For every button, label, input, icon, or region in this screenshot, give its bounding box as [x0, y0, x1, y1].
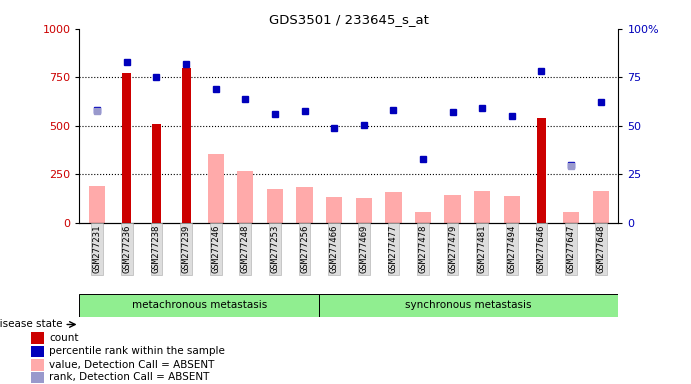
Text: GSM277466: GSM277466 — [330, 225, 339, 273]
Text: GSM277246: GSM277246 — [211, 225, 220, 273]
Text: GSM277481: GSM277481 — [477, 225, 486, 273]
Text: GSM277478: GSM277478 — [419, 225, 428, 273]
Bar — [326, 197, 342, 223]
Bar — [122, 73, 131, 223]
Bar — [30, 346, 44, 357]
Bar — [592, 191, 609, 223]
Text: GSM277238: GSM277238 — [152, 225, 161, 273]
Text: value, Detection Call = ABSENT: value, Detection Call = ABSENT — [50, 360, 215, 370]
Text: GSM277236: GSM277236 — [122, 225, 131, 273]
Bar — [89, 186, 105, 223]
Title: GDS3501 / 233645_s_at: GDS3501 / 233645_s_at — [269, 13, 429, 26]
Bar — [182, 68, 191, 223]
FancyBboxPatch shape — [319, 294, 618, 317]
Bar — [30, 359, 44, 371]
Text: GSM277239: GSM277239 — [182, 225, 191, 273]
Text: GSM277479: GSM277479 — [448, 225, 457, 273]
Text: GSM277248: GSM277248 — [240, 225, 250, 273]
Bar — [30, 332, 44, 344]
Bar — [237, 171, 254, 223]
Text: GSM277648: GSM277648 — [596, 225, 605, 273]
Text: GSM277231: GSM277231 — [93, 225, 102, 273]
Bar — [356, 199, 372, 223]
Text: synchronous metastasis: synchronous metastasis — [406, 300, 532, 310]
Text: GSM277647: GSM277647 — [567, 225, 576, 273]
Bar — [267, 189, 283, 223]
FancyBboxPatch shape — [79, 294, 319, 317]
Text: GSM277477: GSM277477 — [389, 225, 398, 273]
Text: GSM277256: GSM277256 — [300, 225, 309, 273]
Bar — [537, 118, 546, 223]
Bar — [415, 212, 431, 223]
Text: percentile rank within the sample: percentile rank within the sample — [50, 346, 225, 356]
Text: GSM277494: GSM277494 — [507, 225, 516, 273]
Bar — [504, 195, 520, 223]
Text: rank, Detection Call = ABSENT: rank, Detection Call = ABSENT — [50, 372, 210, 382]
Text: GSM277469: GSM277469 — [359, 225, 368, 273]
Bar — [385, 192, 401, 223]
Bar — [444, 195, 461, 223]
Text: GSM277253: GSM277253 — [270, 225, 279, 273]
Bar — [152, 124, 161, 223]
Text: GSM277646: GSM277646 — [537, 225, 546, 273]
Text: metachronous metastasis: metachronous metastasis — [131, 300, 267, 310]
Bar — [30, 372, 44, 383]
Text: disease state: disease state — [0, 319, 62, 329]
Text: count: count — [50, 333, 79, 343]
Bar — [474, 191, 491, 223]
Bar — [207, 154, 224, 223]
Bar — [296, 187, 312, 223]
Bar — [563, 212, 579, 223]
